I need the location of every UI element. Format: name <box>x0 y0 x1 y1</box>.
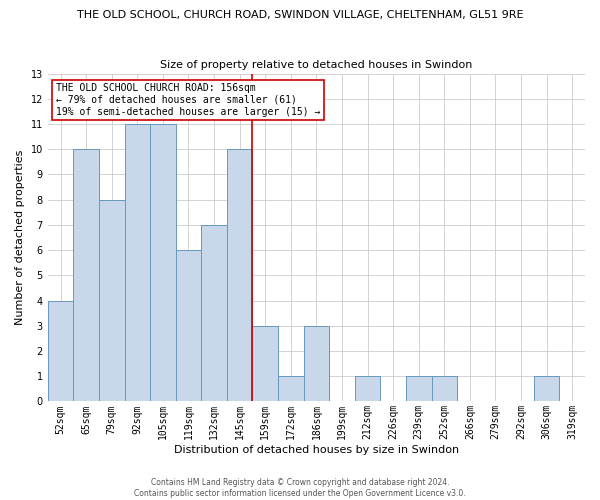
Bar <box>355 376 380 402</box>
Title: Size of property relative to detached houses in Swindon: Size of property relative to detached ho… <box>160 60 473 70</box>
Bar <box>125 124 150 402</box>
Bar <box>48 300 73 402</box>
Bar <box>73 149 99 402</box>
Bar <box>278 376 304 402</box>
Bar <box>253 326 278 402</box>
Y-axis label: Number of detached properties: Number of detached properties <box>15 150 25 325</box>
X-axis label: Distribution of detached houses by size in Swindon: Distribution of detached houses by size … <box>174 445 459 455</box>
Bar <box>534 376 559 402</box>
Bar <box>150 124 176 402</box>
Bar <box>99 200 125 402</box>
Text: Contains HM Land Registry data © Crown copyright and database right 2024.
Contai: Contains HM Land Registry data © Crown c… <box>134 478 466 498</box>
Bar <box>406 376 431 402</box>
Bar <box>201 225 227 402</box>
Text: THE OLD SCHOOL, CHURCH ROAD, SWINDON VILLAGE, CHELTENHAM, GL51 9RE: THE OLD SCHOOL, CHURCH ROAD, SWINDON VIL… <box>77 10 523 20</box>
Bar <box>431 376 457 402</box>
Text: THE OLD SCHOOL CHURCH ROAD: 156sqm
← 79% of detached houses are smaller (61)
19%: THE OLD SCHOOL CHURCH ROAD: 156sqm ← 79%… <box>56 84 320 116</box>
Bar <box>176 250 201 402</box>
Bar <box>304 326 329 402</box>
Bar <box>227 149 253 402</box>
